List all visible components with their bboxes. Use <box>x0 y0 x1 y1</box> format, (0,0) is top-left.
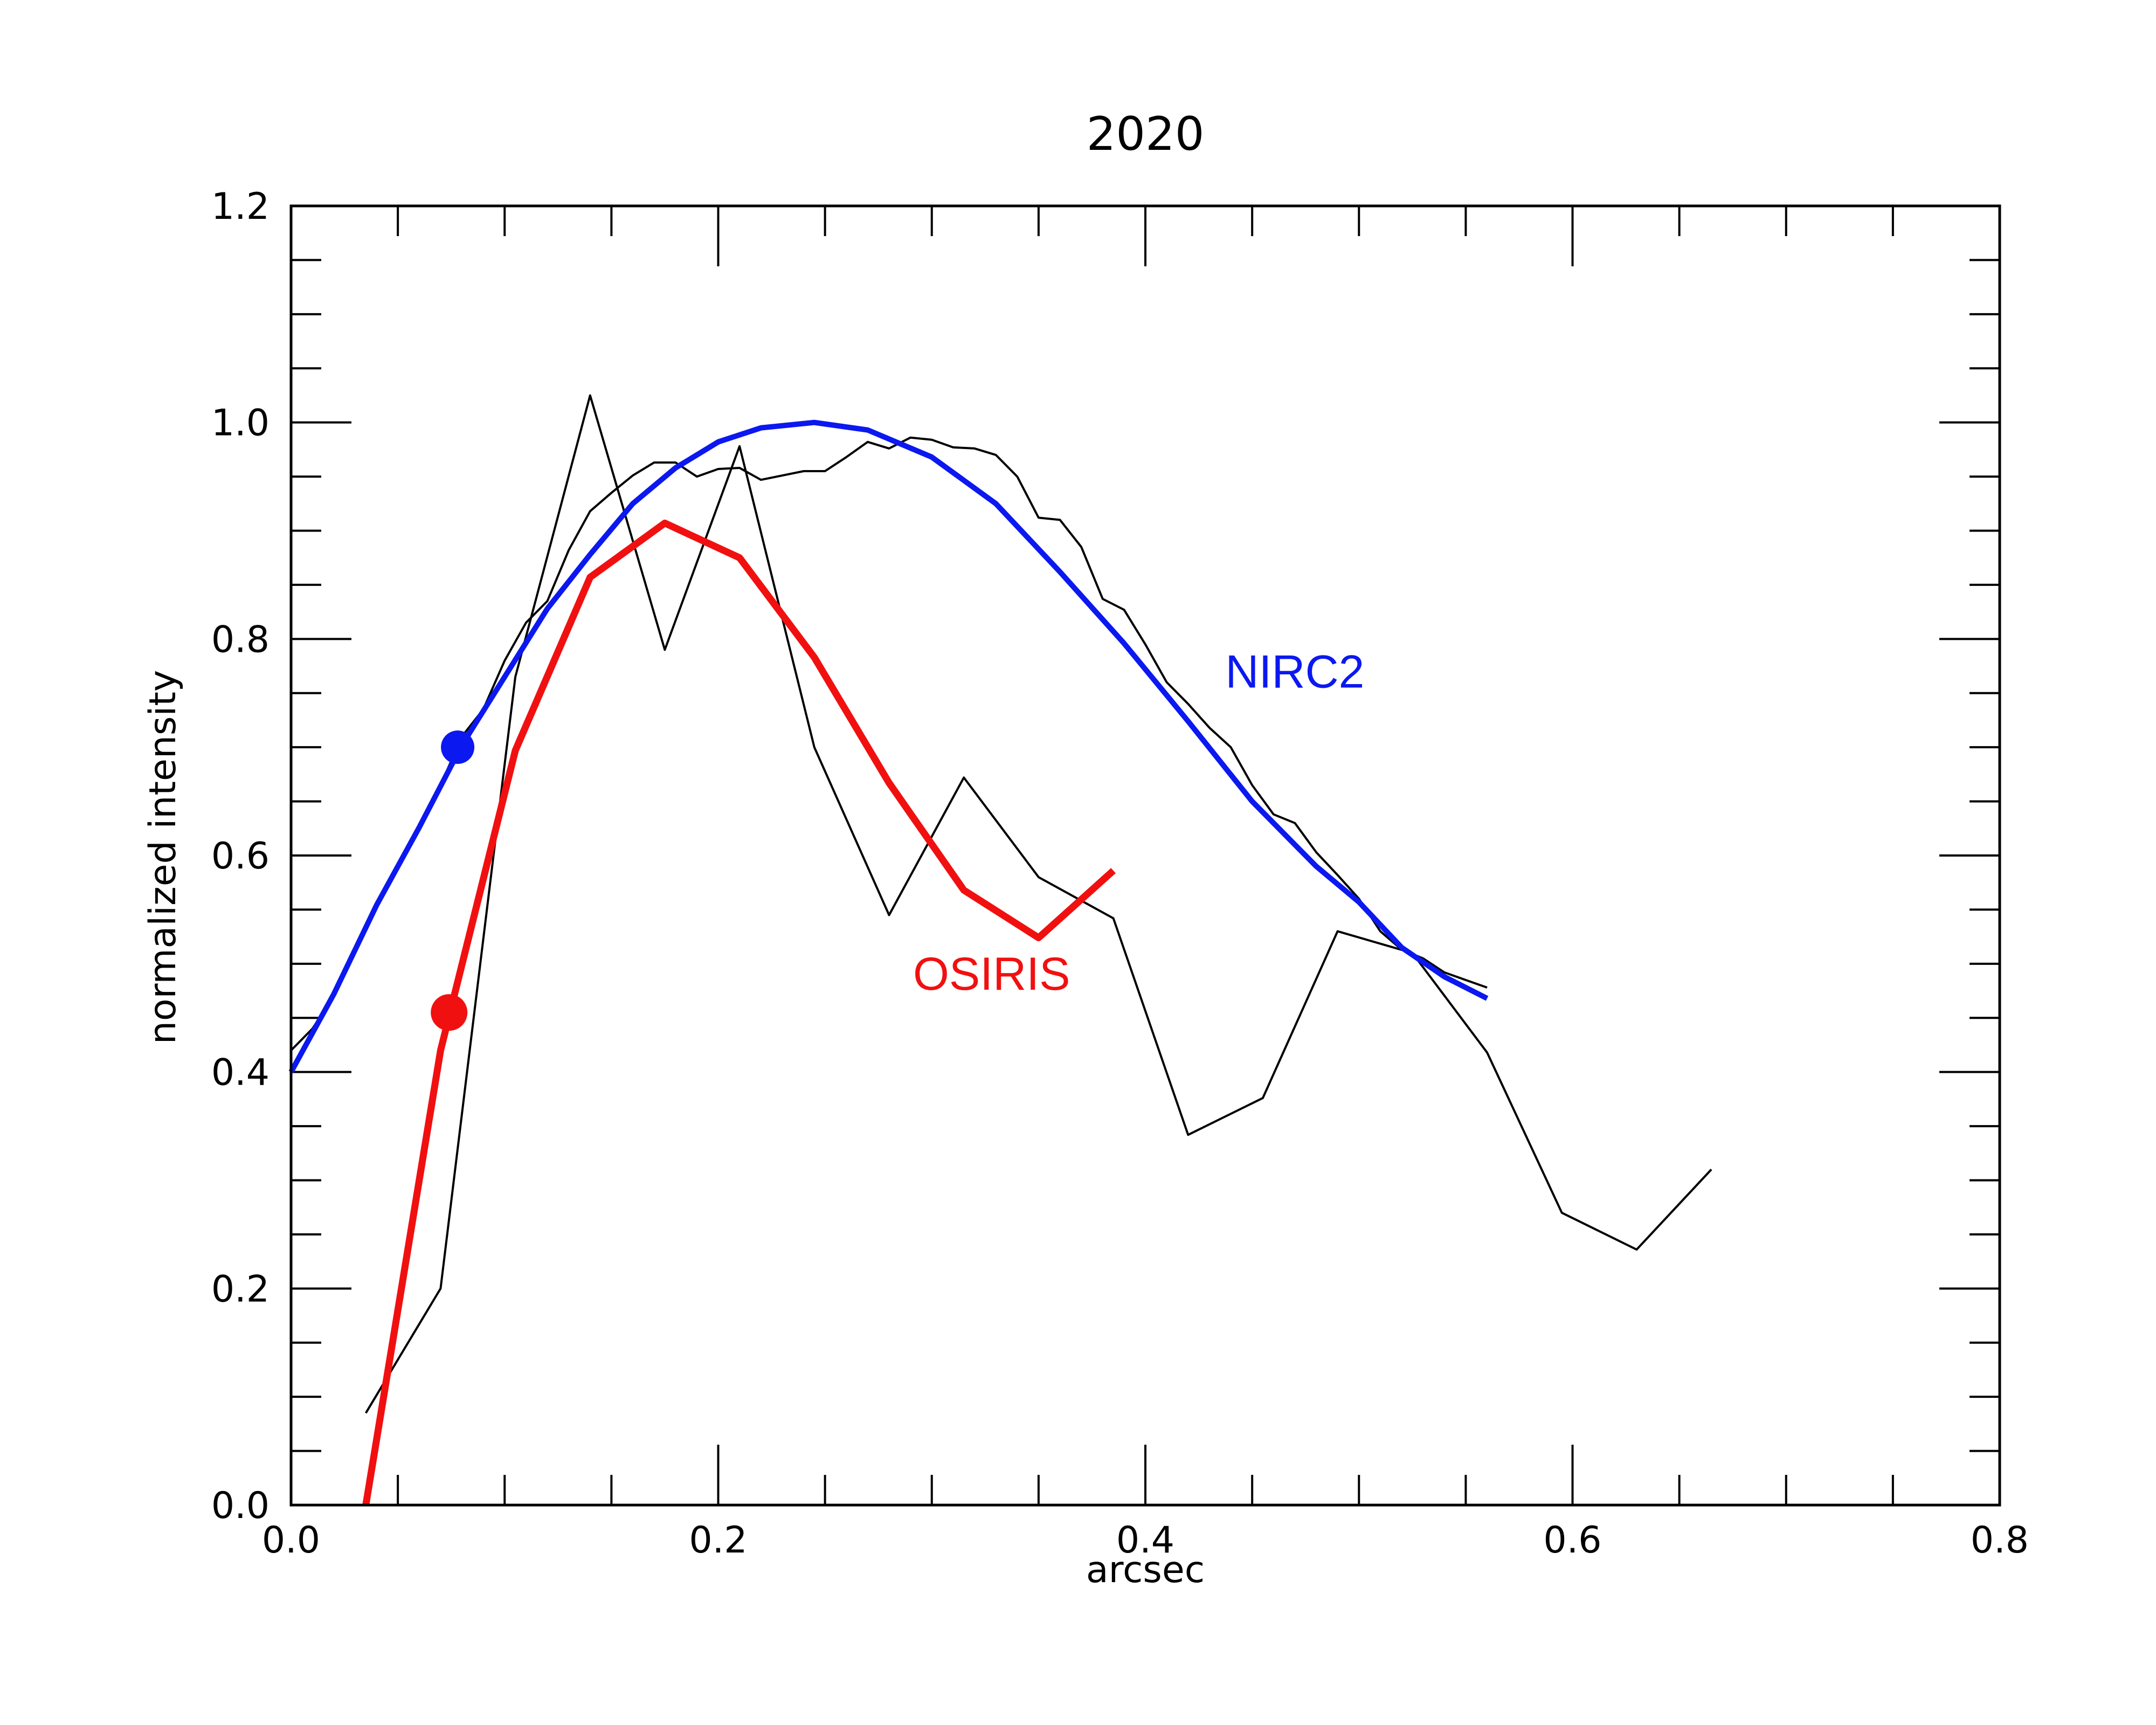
y-tick-label: 1.2 <box>211 185 270 228</box>
annotation-layer: NIRC2 OSIRIS <box>913 646 1364 1000</box>
chart-title: 2020 <box>1087 107 1205 161</box>
x-tick-label: 0.6 <box>1543 1519 1601 1562</box>
y-tick-label: 0.8 <box>211 618 270 661</box>
y-tick-label: 0.6 <box>211 835 270 878</box>
series-line-osiris <box>362 519 1116 1506</box>
series-annotation: NIRC2 <box>1225 646 1364 698</box>
y-tick-label: 1.0 <box>211 402 270 445</box>
y-tick-label: 0.0 <box>211 1485 270 1527</box>
series-annotation: OSIRIS <box>913 948 1070 1000</box>
series-line-nirc2-data <box>290 436 1488 1051</box>
series-line-osiris-data <box>364 394 1712 1414</box>
x-axis-label: arcsec <box>1086 1549 1205 1591</box>
x-tick-label: 0.8 <box>1971 1519 2029 1562</box>
marker-layer <box>431 730 475 1031</box>
x-tick-label: 0.0 <box>262 1519 320 1562</box>
point-marker-nirc2 <box>441 730 475 764</box>
plot-frame <box>289 204 2001 1507</box>
x-tick-label: 0.4 <box>1116 1519 1174 1562</box>
y-axis-label: normalized intensity <box>142 670 184 1044</box>
x-tick-label: 0.2 <box>689 1519 747 1562</box>
y-tick-label: 0.2 <box>211 1268 270 1310</box>
tick-labels: 0.0 0.2 0.4 0.6 0.8 0.0 0.2 0.4 0.6 0.8 1.0 1.2 <box>211 185 2029 1562</box>
y-tick-label: 0.4 <box>211 1052 270 1094</box>
point-marker-osiris <box>431 994 468 1031</box>
axis-ticks <box>290 205 2001 1506</box>
